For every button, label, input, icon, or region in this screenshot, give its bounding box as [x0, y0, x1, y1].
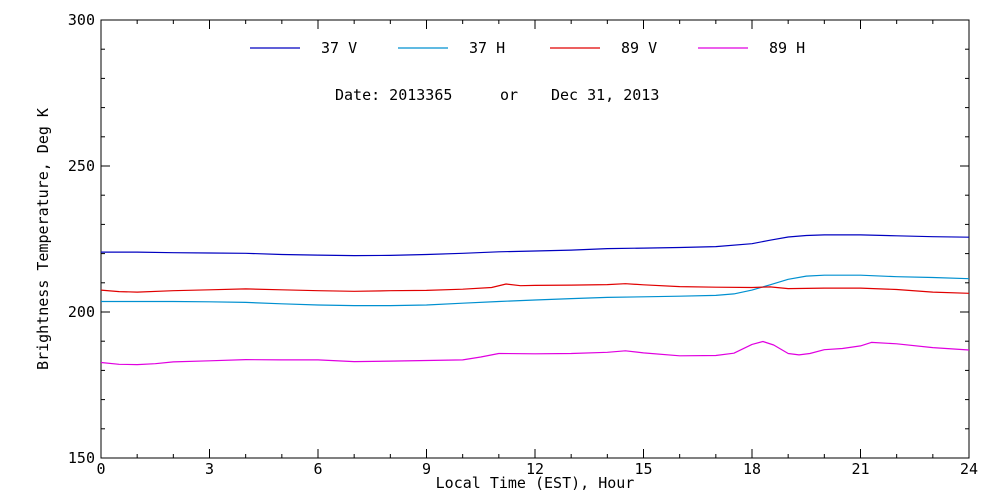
y-axis-title: Brightness Temperature, Deg K — [34, 108, 52, 370]
axis-ticks: 0 3 6 9 12 15 18 21 24 150 200 250 300 — [68, 11, 978, 478]
series-lines — [100, 234, 970, 366]
legend-label: 37 H — [469, 39, 505, 57]
y-tick-label: 150 — [68, 449, 95, 467]
x-tick-label: 12 — [526, 460, 544, 478]
x-axis-title: Local Time (EST), Hour — [436, 474, 635, 492]
y-tick-label: 250 — [68, 157, 95, 175]
date-text: Dec 31, 2013 — [551, 86, 659, 104]
y-tick-label: 300 — [68, 11, 95, 29]
series-line-89-v — [100, 283, 970, 294]
x-tick-label: 21 — [851, 460, 869, 478]
series-line-89-h — [100, 340, 970, 366]
legend-label: 89 H — [769, 39, 805, 57]
legend-label: 37 V — [321, 39, 357, 57]
x-tick-label: 3 — [205, 460, 214, 478]
y-tick-label: 200 — [68, 303, 95, 321]
x-tick-label: 18 — [743, 460, 761, 478]
x-tick-label: 0 — [96, 460, 105, 478]
x-tick-label: 24 — [960, 460, 978, 478]
legend: 37 V 37 H 89 V 89 H — [250, 39, 805, 57]
x-tick-label: 6 — [313, 460, 322, 478]
date-or-label: or — [500, 86, 518, 104]
plot-frame — [100, 19, 970, 459]
series-line-37-h — [101, 274, 970, 307]
legend-label: 89 V — [621, 39, 657, 57]
series-line-37-v — [101, 234, 970, 257]
x-tick-label: 15 — [634, 460, 652, 478]
x-tick-label: 9 — [422, 460, 431, 478]
date-label: Date: 2013365 — [335, 86, 452, 104]
